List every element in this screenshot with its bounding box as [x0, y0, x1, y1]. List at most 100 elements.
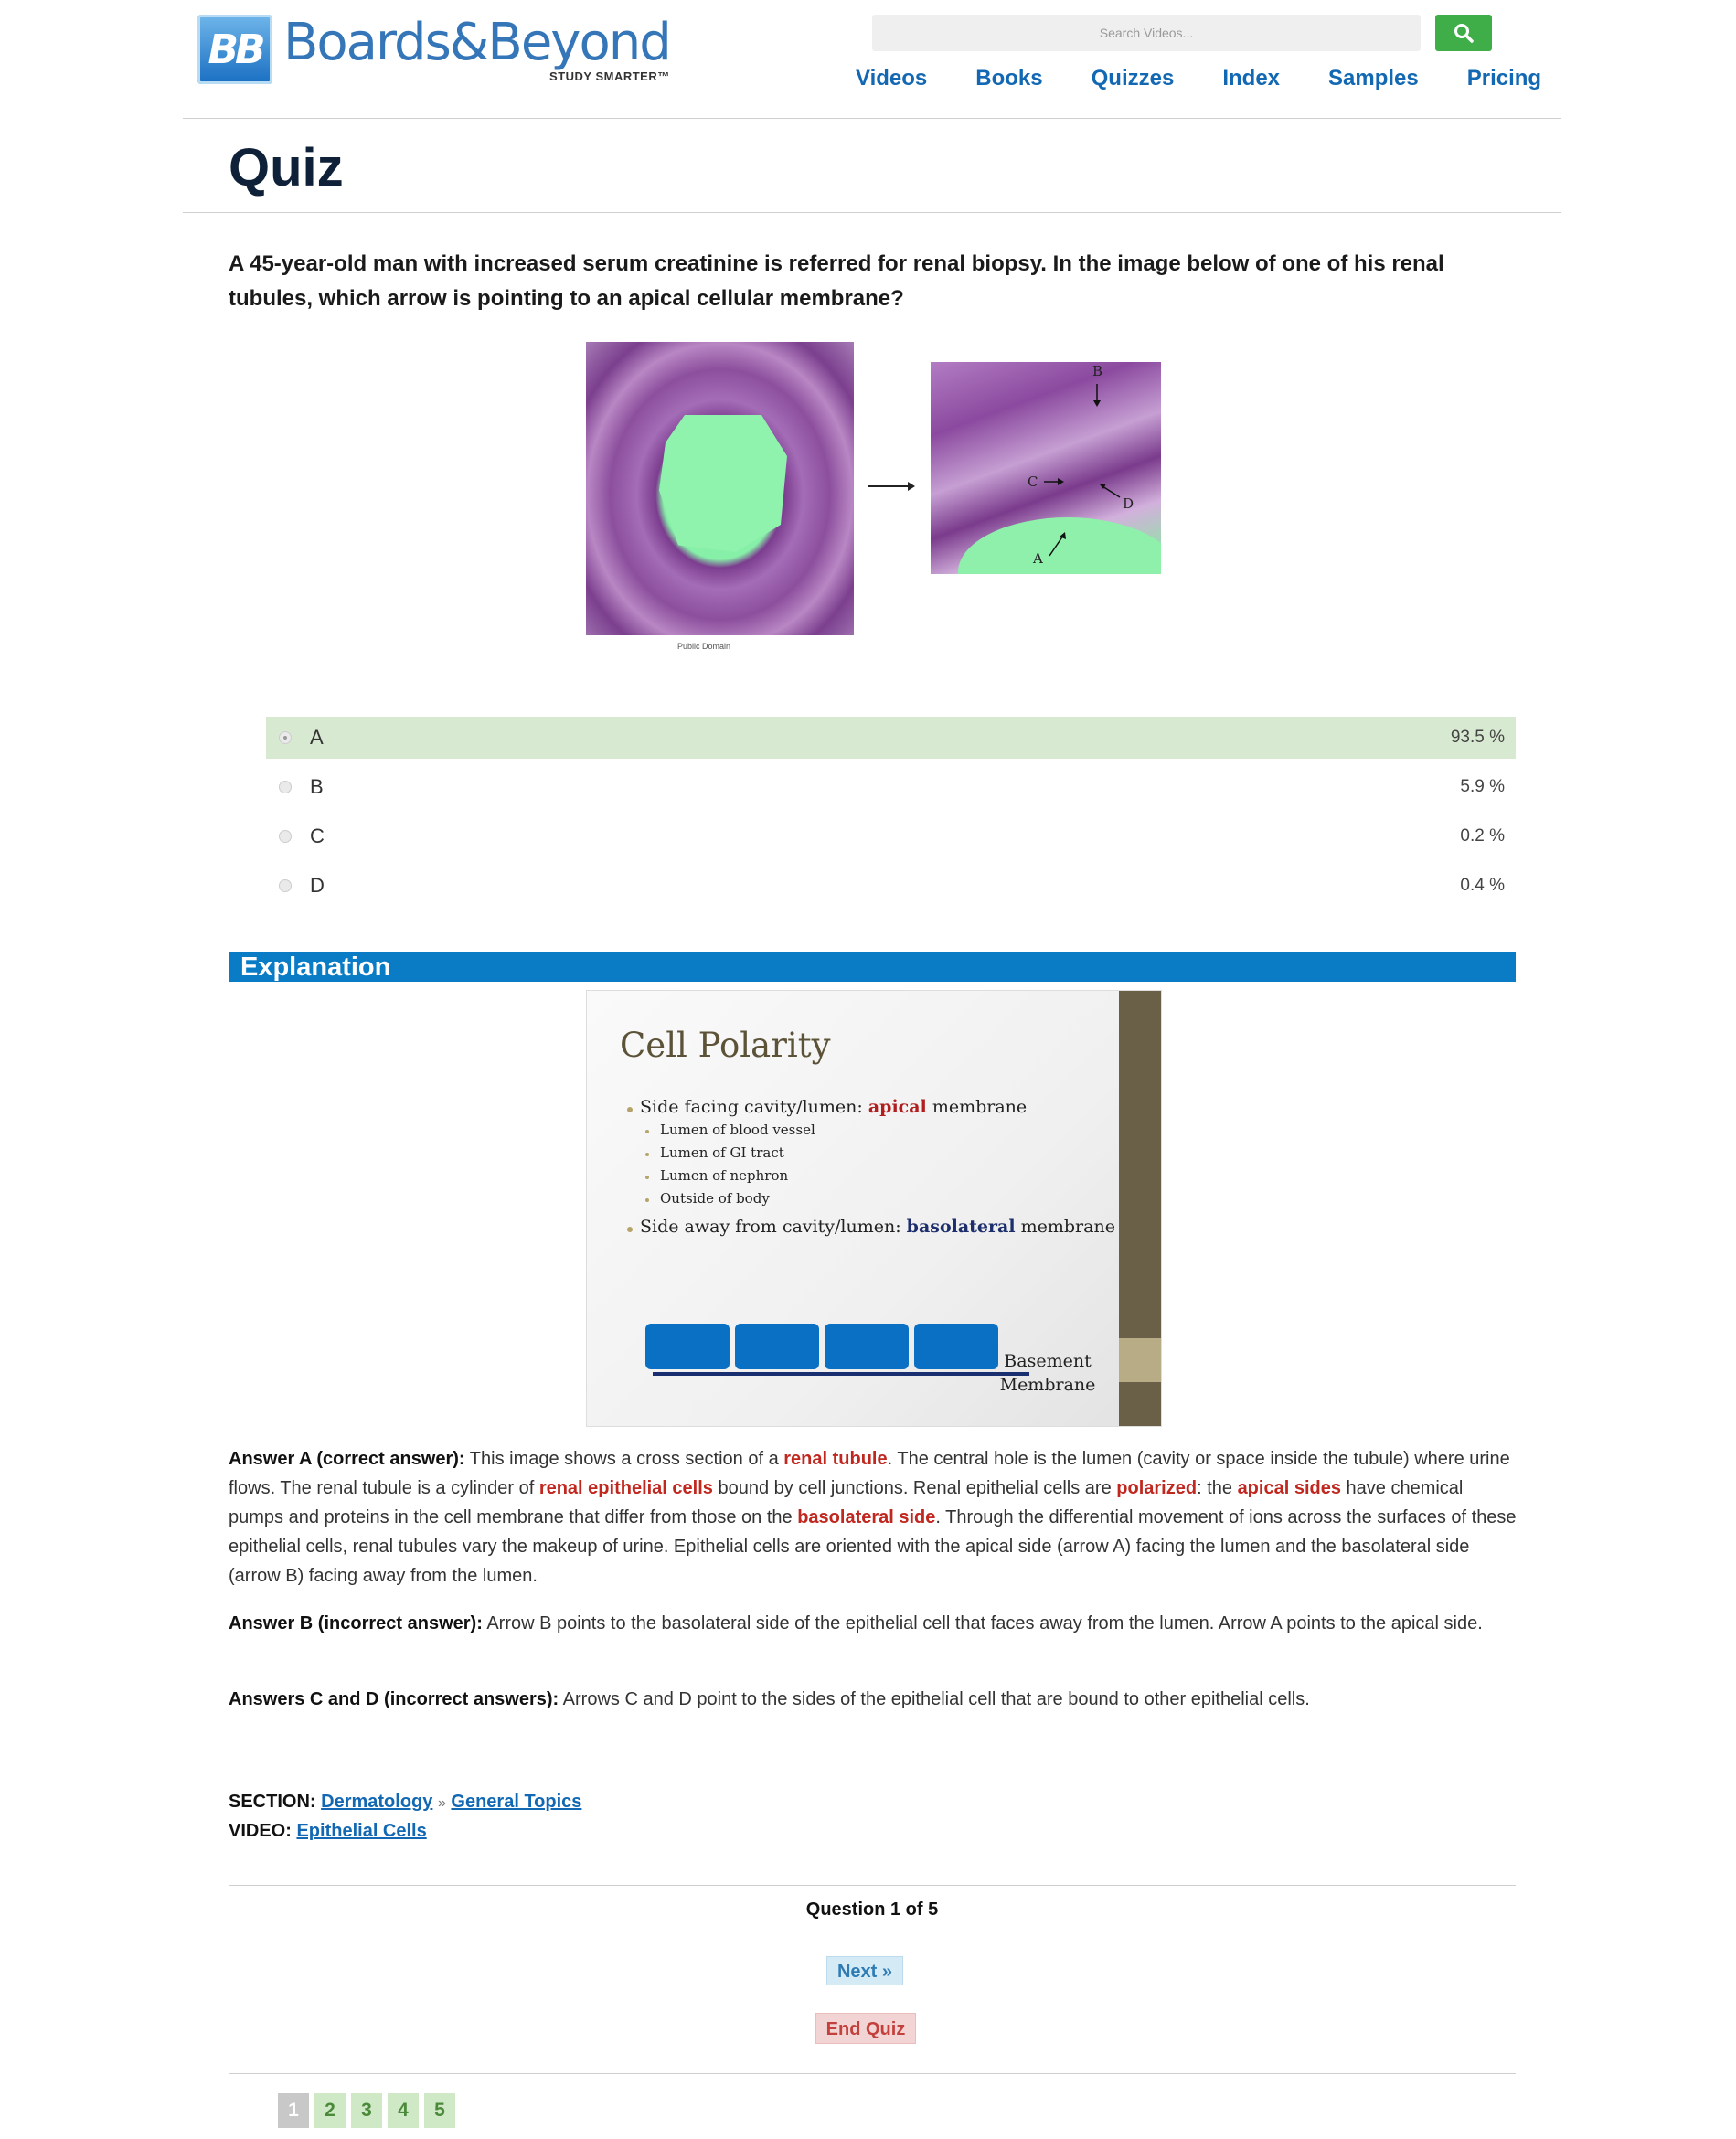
- zoom-arrow-icon: [868, 482, 915, 491]
- slide-title: Cell Polarity: [620, 1026, 831, 1065]
- search-icon: [1454, 24, 1474, 43]
- answer-option-c[interactable]: C 0.2 %: [266, 815, 1516, 857]
- page-button-1[interactable]: 1: [278, 2093, 309, 2128]
- answer-percent: 0.4 %: [1460, 876, 1505, 895]
- search-input[interactable]: Search Videos...: [872, 15, 1421, 51]
- sub-bullet-dot: [645, 1198, 649, 1202]
- bullet-text: membrane: [1015, 1217, 1115, 1237]
- video-reference: VIDEO: Epithelial Cells: [229, 1821, 427, 1842]
- explanation-text: Arrows C and D point to the sides of the…: [559, 1689, 1310, 1709]
- page-button-2[interactable]: 2: [314, 2093, 346, 2128]
- apical-keyword: apical: [868, 1097, 927, 1117]
- title-divider: [183, 212, 1561, 213]
- radio-button[interactable]: [279, 731, 292, 744]
- highlight-term: renal epithelial cells: [538, 1478, 713, 1498]
- video-label: VIDEO:: [229, 1821, 292, 1841]
- nav-books[interactable]: Books: [975, 66, 1043, 90]
- nav-samples[interactable]: Samples: [1328, 66, 1419, 90]
- nav-quizzes[interactable]: Quizzes: [1091, 66, 1175, 90]
- slide-bullet-basolateral: Side away from cavity/lumen: basolateral…: [640, 1217, 1115, 1237]
- radio-button[interactable]: [279, 781, 292, 793]
- slide-bullet-apical: Side facing cavity/lumen: apical membran…: [640, 1097, 1027, 1117]
- explanation-text: have chemical pumps and proteins in the …: [229, 1478, 1464, 1527]
- nav-pricing[interactable]: Pricing: [1466, 66, 1542, 90]
- slide-sidebar: [1119, 991, 1161, 1426]
- label-a: A: [1033, 550, 1043, 567]
- answer-percent: 0.2 %: [1460, 826, 1505, 846]
- radio-button[interactable]: [279, 830, 292, 843]
- highlight-term: basolateral side: [797, 1507, 936, 1527]
- page-button-4[interactable]: 4: [388, 2093, 419, 2128]
- sub-bullet-dot: [645, 1130, 649, 1133]
- slide-sub-bullet: Lumen of nephron: [660, 1167, 789, 1184]
- video-link[interactable]: Epithelial Cells: [296, 1821, 427, 1841]
- answer-option-b[interactable]: B 5.9 %: [266, 766, 1516, 808]
- page-button-3[interactable]: 3: [351, 2093, 382, 2128]
- sub-bullet-dot: [645, 1153, 649, 1156]
- answer-option-a[interactable]: A 93.5 %: [266, 717, 1516, 759]
- epithelial-cell: [914, 1324, 998, 1369]
- answer-label: A: [310, 726, 324, 749]
- bullet-text: Side away from cavity/lumen:: [640, 1217, 907, 1237]
- answer-a-lead: Answer A (correct answer):: [229, 1449, 465, 1469]
- question-pager: 1 2 3 4 5: [278, 2093, 461, 2128]
- basolateral-keyword: basolateral: [906, 1217, 1016, 1237]
- question-text: A 45-year-old man with increased serum c…: [229, 251, 1444, 311]
- label-d: D: [1123, 495, 1134, 512]
- logo-tagline: STUDY SMARTER™: [549, 69, 670, 83]
- answer-list: A 93.5 % B 5.9 % C 0.2 % D 0.4 %: [266, 717, 1516, 914]
- answer-cd-explanation: Answers C and D (incorrect answers): Arr…: [229, 1685, 1518, 1714]
- highlight-term: renal tubule: [783, 1449, 888, 1469]
- slide-sub-bullet: Outside of body: [660, 1190, 770, 1207]
- nav-videos[interactable]: Videos: [856, 66, 928, 90]
- site-logo[interactable]: BB Boards&Beyond STUDY SMARTER™: [197, 13, 672, 86]
- answer-cd-lead: Answers C and D (incorrect answers):: [229, 1689, 559, 1709]
- next-button[interactable]: Next »: [826, 1956, 903, 1985]
- answer-b-explanation: Answer B (incorrect answer): Arrow B poi…: [229, 1609, 1518, 1638]
- answer-label: C: [310, 825, 325, 847]
- epithelial-cell: [825, 1324, 909, 1369]
- section-label: SECTION:: [229, 1792, 316, 1812]
- slide-sub-bullet: Lumen of blood vessel: [660, 1122, 815, 1138]
- zoomed-micrograph: B C D A: [931, 362, 1161, 574]
- bullet-dot: [627, 1227, 633, 1232]
- epithelial-cell: [735, 1324, 819, 1369]
- explanation-header: Explanation: [229, 952, 1516, 982]
- footer-divider: [229, 1885, 1516, 1886]
- basement-membrane-line: [653, 1372, 1029, 1376]
- page-button-5[interactable]: 5: [424, 2093, 455, 2128]
- nav-index[interactable]: Index: [1222, 66, 1281, 90]
- tubule-micrograph: [586, 342, 854, 635]
- header-divider: [183, 118, 1561, 119]
- tubule-lumen: [659, 415, 787, 552]
- page-title: Quiz: [229, 138, 344, 197]
- image-credit: Public Domain: [677, 642, 731, 651]
- label-c: C: [1028, 474, 1038, 490]
- explanation-text: . The central hole is the lumen (cavity …: [229, 1449, 1510, 1498]
- slide-sub-bullet: Lumen of GI tract: [660, 1144, 784, 1161]
- bullet-text: membrane: [926, 1097, 1028, 1117]
- subsection-link[interactable]: General Topics: [451, 1792, 582, 1812]
- search-button[interactable]: [1435, 15, 1492, 51]
- breadcrumb-separator: »: [437, 1795, 446, 1811]
- answer-percent: 93.5 %: [1450, 728, 1505, 747]
- answer-percent: 5.9 %: [1460, 777, 1505, 796]
- answer-option-d[interactable]: D 0.4 %: [266, 865, 1516, 907]
- answer-a-explanation: Answer A (correct answer): This image sh…: [229, 1444, 1518, 1591]
- logo-name: Boards&Beyond: [283, 13, 672, 72]
- logo-wordmark: Boards&Beyond STUDY SMARTER™: [283, 13, 672, 84]
- logo-mark: BB: [197, 15, 272, 84]
- explanation-text: . Through the differential movement of i…: [229, 1507, 1517, 1586]
- answer-label: B: [310, 775, 324, 798]
- explanation-text: : the: [1197, 1478, 1238, 1498]
- answer-label: D: [310, 874, 325, 897]
- section-link[interactable]: Dermatology: [321, 1792, 433, 1812]
- sub-bullet-dot: [645, 1176, 649, 1179]
- end-quiz-button[interactable]: End Quiz: [815, 2013, 916, 2044]
- radio-button[interactable]: [279, 879, 292, 892]
- main-nav: Videos Books Quizzes Index Samples Prici…: [856, 66, 1541, 91]
- bullet-dot: [627, 1107, 633, 1112]
- explanation-text: bound by cell junctions. Renal epithelia…: [712, 1478, 1117, 1498]
- question-counter: Question 1 of 5: [805, 1900, 939, 1920]
- bm-label-line1: Basement: [1004, 1351, 1092, 1371]
